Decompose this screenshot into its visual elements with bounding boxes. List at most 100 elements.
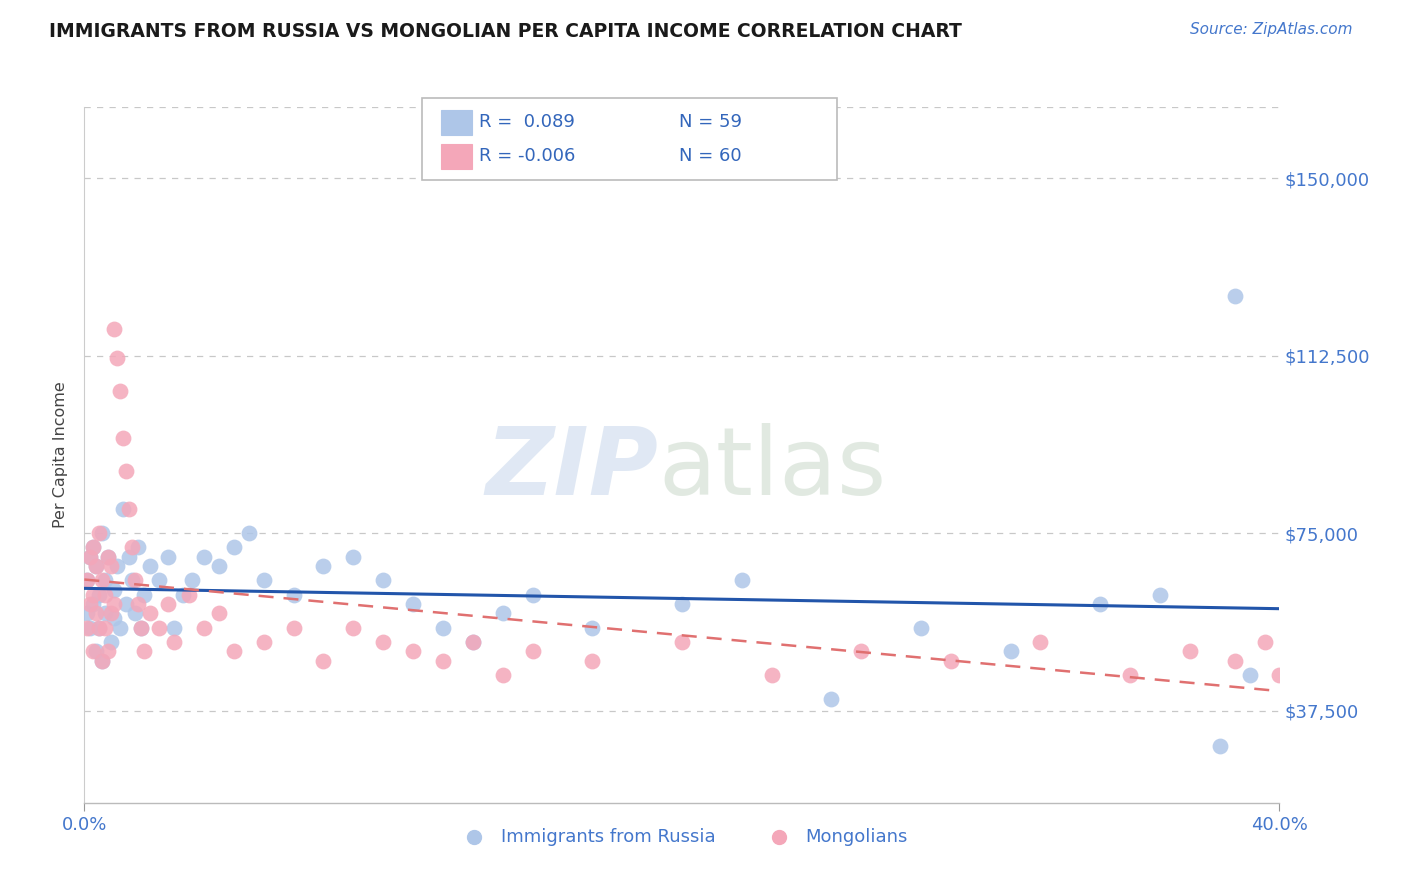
Point [89,526,111,541]
Text: IMMIGRANTS FROM RUSSIA VS MONGOLIAN PER CAPITA INCOME CORRELATION CHART: IMMIGRANTS FROM RUSSIA VS MONGOLIAN PER … [49,22,962,41]
Point [76,621,98,635]
Point [402,597,425,611]
Legend: Immigrants from Russia, Mongolians: Immigrants from Russia, Mongolians [449,821,915,853]
Point [312,654,335,668]
Point [181,574,204,588]
Point [193,549,215,564]
Point [492,668,515,682]
Point [103,582,125,597]
Point [86,644,108,658]
Point [1000,644,1022,658]
Point [89,588,111,602]
Point [222,644,245,658]
Point [1119,668,1142,682]
Point [94,588,117,602]
Point [105,559,128,574]
Point [910,621,932,635]
Point [1253,635,1275,649]
Point [86,607,108,621]
Point [157,549,180,564]
Point [461,635,484,649]
Point [402,644,425,658]
Point [148,621,170,635]
Point [79,597,101,611]
Point [1239,668,1261,682]
Point [492,607,515,621]
Point [129,621,152,635]
Point [100,559,122,574]
Y-axis label: Per Capita Income: Per Capita Income [53,382,69,528]
Point [1268,668,1291,682]
Point [139,607,162,621]
Point [1149,588,1171,602]
Point [581,621,603,635]
Point [105,351,128,365]
Point [312,559,335,574]
Point [1178,644,1201,658]
Point [89,621,111,635]
Point [89,621,111,635]
Point [82,644,104,658]
Point [820,691,842,706]
Point [79,621,101,635]
Point [761,668,783,682]
Point [82,588,104,602]
Point [132,588,156,602]
Point [91,574,114,588]
Point [79,549,101,564]
Point [94,574,117,588]
Point [163,621,186,635]
Point [76,574,98,588]
Point [177,588,200,602]
Point [342,621,364,635]
Point [522,588,544,602]
Point [121,540,143,554]
Point [91,654,114,668]
Point [112,431,135,445]
Point [115,597,138,611]
Point [522,644,544,658]
Text: atlas: atlas [658,423,886,515]
Point [132,644,156,658]
Point [100,635,122,649]
Point [193,621,215,635]
Text: N = 60: N = 60 [679,147,742,165]
Point [671,597,693,611]
Point [118,502,141,516]
Point [1223,289,1246,303]
Point [110,384,132,398]
Point [112,502,135,516]
Point [86,559,108,574]
Point [100,607,122,621]
Point [1223,654,1246,668]
Point [1029,635,1052,649]
Point [342,549,364,564]
Point [76,574,98,588]
Point [157,597,180,611]
Text: R =  0.089: R = 0.089 [479,113,575,131]
Point [253,635,276,649]
Text: N = 59: N = 59 [679,113,742,131]
Point [76,607,98,621]
Point [86,559,108,574]
Point [1090,597,1112,611]
Point [432,654,454,668]
Point [82,597,104,611]
Point [91,526,114,541]
Point [461,635,484,649]
Point [124,607,146,621]
Point [172,588,194,602]
Point [103,611,125,625]
Point [671,635,693,649]
Point [82,540,104,554]
Point [97,549,120,564]
Text: Source: ZipAtlas.com: Source: ZipAtlas.com [1189,22,1353,37]
Point [208,607,231,621]
Point [94,621,117,635]
Point [373,574,395,588]
Point [851,644,873,658]
Text: R = -0.006: R = -0.006 [479,147,576,165]
Point [129,621,152,635]
Point [127,597,149,611]
Point [103,597,125,611]
